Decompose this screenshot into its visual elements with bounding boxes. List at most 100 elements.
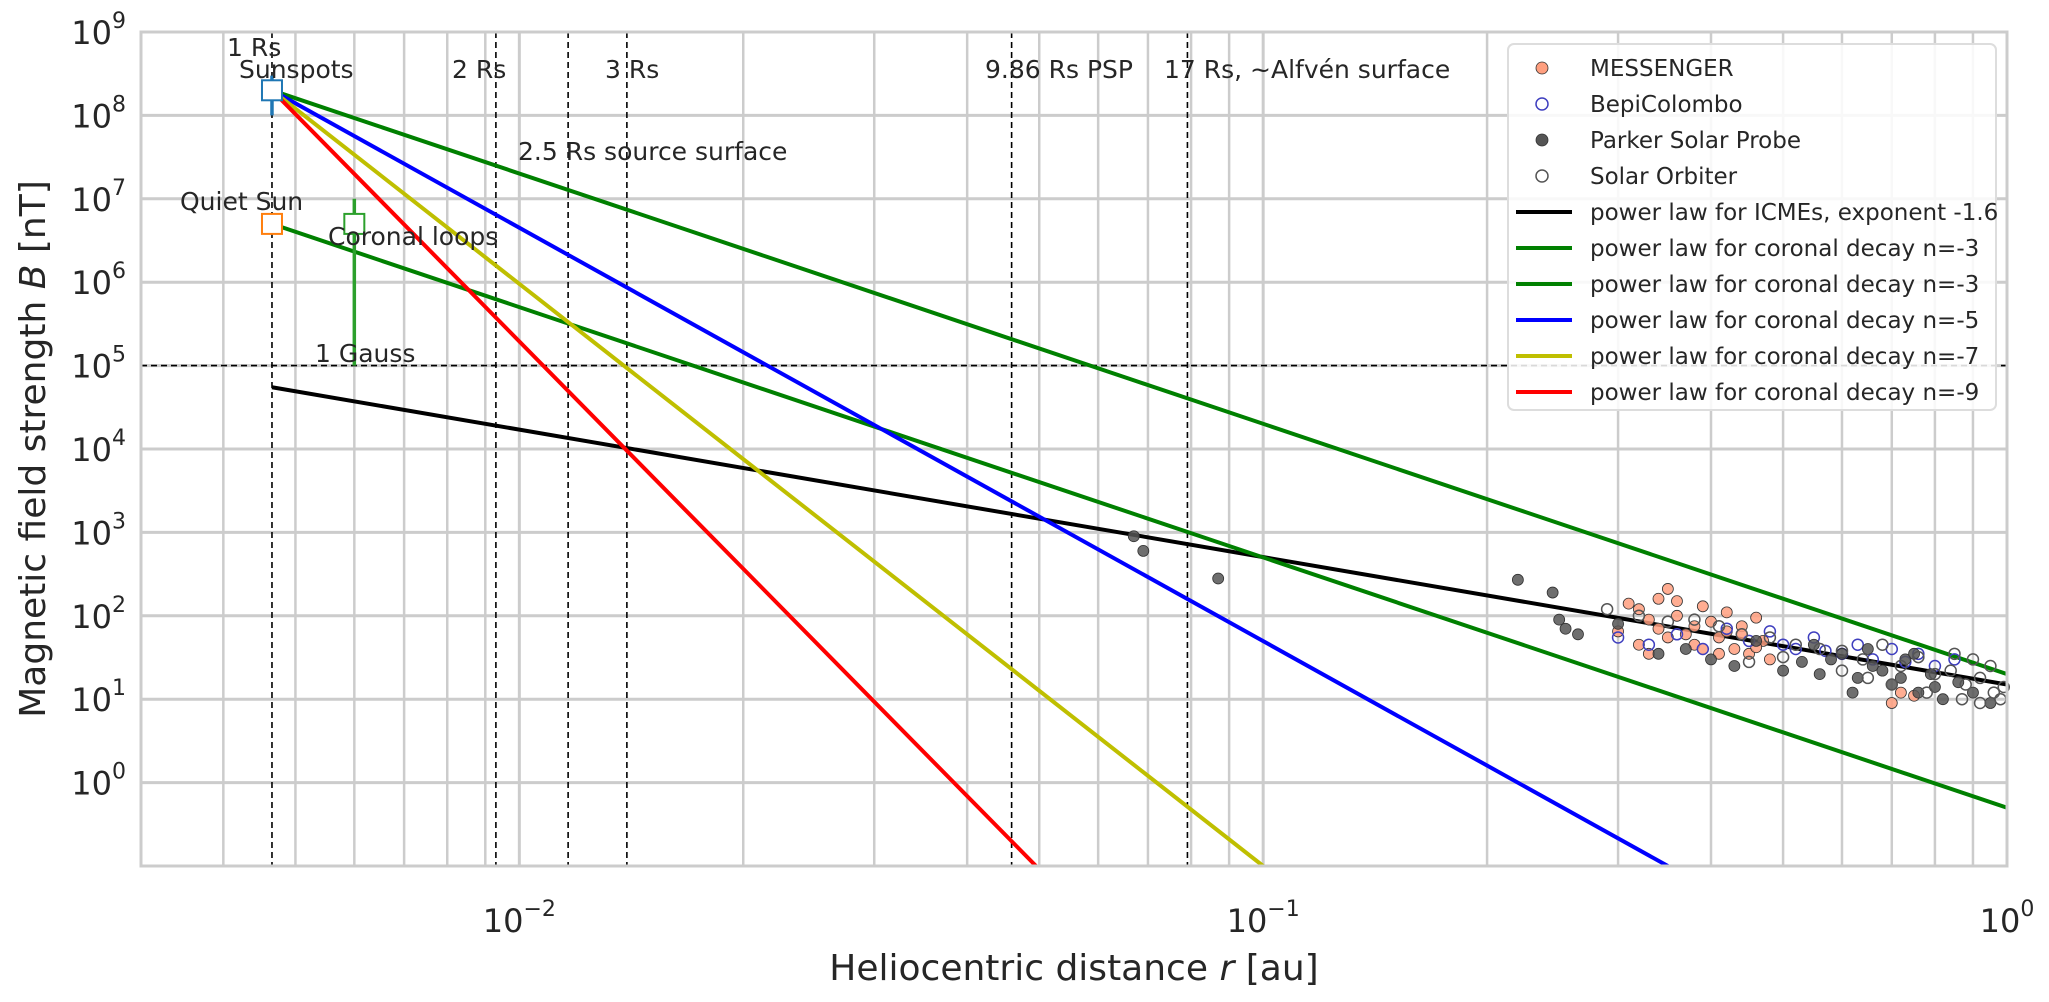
y-tick-exponent: 2 <box>112 593 126 618</box>
scatter-point <box>1671 595 1683 608</box>
marker-label: 9.86 Rs PSP <box>985 55 1133 84</box>
scatter-point <box>1966 653 1980 666</box>
y-tick-exponent: 8 <box>112 92 126 117</box>
scatter-point <box>1546 586 1559 599</box>
y-tick-label: 103 <box>71 509 126 552</box>
legend-entry: power law for coronal decay n=-9 <box>1590 380 1979 406</box>
scatter-point <box>1835 644 1849 658</box>
power-law-line <box>271 88 2007 676</box>
y-tick-label: 105 <box>71 343 126 386</box>
x-tick-label: 10−1 <box>1227 897 1300 940</box>
x-tick-exponent: −1 <box>1267 897 1299 922</box>
legend-entry: power law for coronal decay n=-3 <box>1590 272 1979 298</box>
scatter-point <box>1750 635 1763 647</box>
scatter-point <box>1936 693 1949 706</box>
data-points <box>260 75 2011 710</box>
scatter-point <box>1984 659 1997 673</box>
y-tick-label: 100 <box>71 760 126 803</box>
y-tick-base: 10 <box>71 514 112 552</box>
x-axis-label-prefix: Heliocentric distance <box>829 948 1219 989</box>
point-annotation-label: Quiet Sun <box>180 187 303 216</box>
scatter-point <box>1712 619 1726 633</box>
marker-label: 17 Rs, ~Alfvén surface <box>1164 55 1450 84</box>
y-tick-exponent: 5 <box>112 343 126 368</box>
y-tick-label: 102 <box>71 593 126 636</box>
scatter-point <box>1622 597 1635 610</box>
y-tick-base: 10 <box>71 598 112 636</box>
scatter-point <box>1876 664 1889 677</box>
scatter-point <box>1894 659 1908 673</box>
scatter-point <box>1967 686 1979 699</box>
scatter-point <box>1127 530 1140 543</box>
scatter-point <box>1920 686 1933 699</box>
scatter-point <box>1572 628 1584 641</box>
scatter-point <box>1776 638 1790 651</box>
scatter-point <box>1763 631 1777 644</box>
legend-entry: power law for coronal decay n=-5 <box>1590 308 1979 334</box>
y-tick-label: 109 <box>71 9 126 52</box>
scatter-point <box>1720 606 1733 619</box>
legend-box <box>1507 43 1997 411</box>
y-tick-label: 108 <box>71 92 126 135</box>
scatter-point <box>1924 668 1937 680</box>
annotation-marker <box>343 212 366 235</box>
y-tick-exponent: 7 <box>112 176 126 201</box>
scatter-point <box>1929 681 1941 693</box>
scatter-point <box>1679 643 1692 655</box>
legend-entry: Solar Orbiter <box>1590 164 1738 190</box>
scatter-point <box>1612 617 1624 630</box>
scatter-point <box>1511 573 1524 586</box>
scatter-point <box>1813 668 1826 680</box>
scatter-point <box>1912 650 1925 664</box>
scatter-point <box>1633 638 1645 651</box>
scatter-point <box>1696 642 1710 656</box>
y-tick-exponent: 3 <box>112 509 126 534</box>
scatter-point <box>1777 664 1789 677</box>
y-tick-base: 10 <box>71 14 112 52</box>
scatter-point <box>1789 642 1803 656</box>
scatter-point <box>1973 696 1987 710</box>
scatter-point <box>1861 643 1874 655</box>
y-tick-label: 106 <box>71 259 126 302</box>
scatter-point <box>1899 653 1912 666</box>
annotation-marker <box>260 79 283 102</box>
x-tick-label: 100 <box>1980 897 2035 940</box>
scatter-point <box>1885 697 1898 709</box>
power-law-line <box>271 222 2007 810</box>
scatter-point <box>1997 680 2011 694</box>
y-tick-base: 10 <box>71 765 112 803</box>
scatter-point <box>1671 609 1683 622</box>
legend-entry: power law for ICMEs, exponent -1.6 <box>1590 200 1998 226</box>
y-tick-label: 104 <box>71 426 126 469</box>
scatter-point <box>1720 625 1733 638</box>
y-tick-base: 10 <box>71 181 112 219</box>
y-axis-label-suffix: [nT] <box>13 180 54 264</box>
scatter-point <box>1894 672 1907 684</box>
scatter-point <box>1835 664 1849 677</box>
y-axis-label: Magnetic field strength B [nT] <box>13 180 54 718</box>
scatter-point <box>1846 686 1859 699</box>
scatter-point <box>1688 620 1701 633</box>
x-tick-exponent: −2 <box>523 897 555 922</box>
legend-entry: MESSENGER <box>1590 56 1734 82</box>
power-law-line <box>270 88 1265 866</box>
tick-labels: 10−2 10−1 10010010110210310410510610710810… <box>71 9 2034 940</box>
scatter-point <box>1632 609 1646 623</box>
scatter-point <box>1866 660 1879 672</box>
power-law-line <box>271 88 1669 866</box>
scatter-point <box>1836 647 1848 660</box>
scatter-point <box>1796 656 1808 668</box>
marker-label: 1 Rs <box>227 33 281 62</box>
scatter-point <box>1861 671 1875 685</box>
plot-frame <box>139 30 2009 868</box>
scatter-point <box>1553 613 1566 626</box>
point-annotation-label: Coronal loops <box>328 222 498 251</box>
marker-label: 2 Rs <box>452 55 506 84</box>
scatter-point <box>1851 638 1864 651</box>
legend-swatch <box>1535 97 1549 111</box>
y-tick-exponent: 6 <box>112 259 126 284</box>
scatter-point <box>1600 602 1614 616</box>
y-tick-base: 10 <box>71 97 112 135</box>
scatter-point <box>1652 647 1665 660</box>
legend-entry: power law for coronal decay n=-7 <box>1590 344 1979 370</box>
